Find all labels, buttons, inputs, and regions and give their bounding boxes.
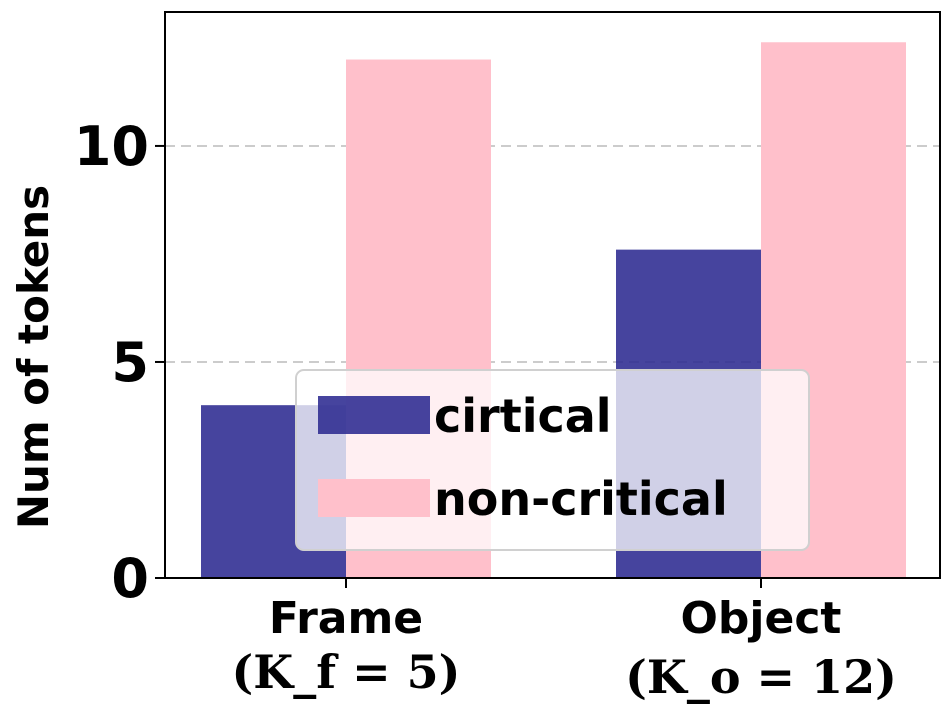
x-tick-label-object: Object <box>681 593 842 644</box>
y-tick-label-0: 0 <box>111 547 149 610</box>
legend-swatch-non-critical <box>318 479 430 517</box>
plot-frame <box>164 11 941 579</box>
legend: cirtical non-critical <box>295 369 810 551</box>
legend-swatch-critical <box>318 396 430 434</box>
x-tick-sublabel-object: (K_o = 12) <box>625 650 897 704</box>
x-tick-sublabel-frame: (K_f = 5) <box>232 645 461 699</box>
axis-ticks: 0 5 10 <box>74 115 762 610</box>
x-category-labels: Frame (K_f = 5) Object (K_o = 12) <box>232 593 897 704</box>
y-tick-label-5: 5 <box>111 331 149 394</box>
legend-label-critical: cirtical <box>434 389 612 443</box>
legend-label-non-critical: non-critical <box>434 472 728 526</box>
y-axis-label: Num of tokens <box>9 185 58 529</box>
x-tick-label-frame: Frame <box>269 593 423 644</box>
y-tick-label-10: 10 <box>74 115 149 178</box>
